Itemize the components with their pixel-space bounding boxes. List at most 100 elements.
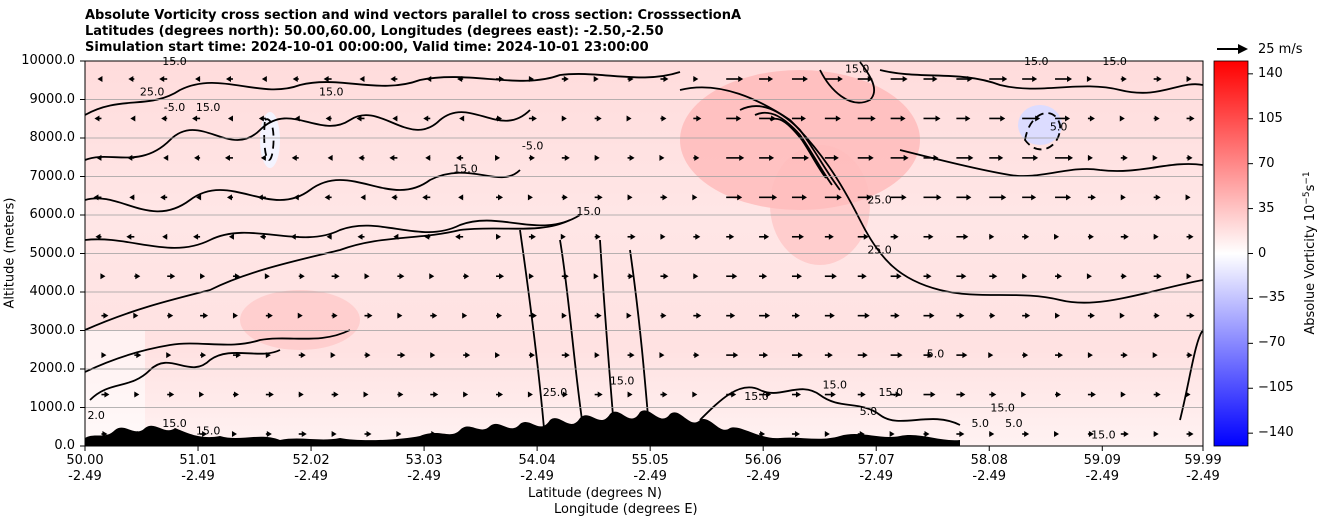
wind-vector xyxy=(923,273,932,280)
wind-vector xyxy=(232,312,238,319)
wind-vector xyxy=(956,273,967,280)
wind-vector xyxy=(594,233,601,240)
x-tick-latitude: 51.01 xyxy=(179,453,217,468)
wind-vector xyxy=(693,352,700,359)
wind-vector xyxy=(989,431,995,437)
y-tick-label: 9000.0 xyxy=(29,91,76,107)
wind-vector xyxy=(1153,431,1159,437)
wind-vector xyxy=(1022,431,1030,437)
x-tick-latitude: 54.04 xyxy=(518,453,556,468)
contour-label: 15.0 xyxy=(610,374,635,387)
wind-vector xyxy=(463,391,469,398)
wind-vector xyxy=(1055,76,1073,82)
wind-vector xyxy=(527,391,533,398)
wind-vector xyxy=(297,312,303,319)
y-tick-label: 3000.0 xyxy=(29,322,76,338)
colorbar xyxy=(1213,60,1249,447)
wind-vector xyxy=(1087,194,1096,201)
wind-vector xyxy=(824,312,835,319)
wind-vector xyxy=(594,194,603,201)
wind-vector xyxy=(660,312,667,319)
wind-vector xyxy=(923,194,942,201)
x-tick-label: 59.09 -2.49 xyxy=(1062,453,1142,485)
wind-vector xyxy=(134,273,141,280)
wind-vector xyxy=(225,76,233,82)
wind-vector xyxy=(390,76,398,82)
wind-vector xyxy=(1086,273,1092,280)
wind-vector xyxy=(232,391,239,398)
wind-vector xyxy=(759,391,772,398)
y-tick-label: 2000.0 xyxy=(29,361,76,376)
wind-vector xyxy=(989,273,998,280)
colorbar-tick-label: −140 xyxy=(1258,425,1294,441)
wind-vector xyxy=(759,273,768,280)
contour-label: 5.0 xyxy=(1050,120,1068,133)
wind-vector xyxy=(627,431,636,437)
wind-vector xyxy=(232,273,240,280)
wind-vector xyxy=(989,312,996,319)
quiver-key-arrow xyxy=(1217,44,1248,54)
wind-vector xyxy=(1120,233,1129,240)
wind-vector xyxy=(824,154,839,161)
chart-title-line-2: Latitudes (degrees north): 50.00,60.00, … xyxy=(85,24,664,39)
wind-vector xyxy=(200,431,208,437)
wind-vector xyxy=(133,312,139,319)
wind-vector xyxy=(194,154,201,161)
wind-vector xyxy=(923,352,933,359)
wind-vector xyxy=(1119,115,1125,122)
wind-vector xyxy=(463,273,470,280)
wind-vector xyxy=(1055,391,1062,398)
wind-vector xyxy=(1153,233,1159,240)
wind-vector xyxy=(857,194,872,201)
wind-vector xyxy=(93,194,102,201)
wind-vector xyxy=(192,115,201,122)
wind-vector xyxy=(1022,115,1041,122)
wind-vector xyxy=(101,312,109,319)
wind-vector xyxy=(496,273,505,280)
wind-vector xyxy=(265,312,273,319)
x-tick-longitude: -2.49 xyxy=(972,469,1007,484)
x-tick-longitude: -2.49 xyxy=(1186,469,1220,484)
wind-vector xyxy=(426,76,432,82)
wind-vector xyxy=(660,194,668,201)
wind-vector xyxy=(1055,115,1071,122)
contour-label: 15.0 xyxy=(162,417,187,430)
wind-vector xyxy=(1186,233,1194,240)
y-tick-label: 8000.0 xyxy=(29,130,76,145)
wind-vector xyxy=(100,273,106,280)
wind-vector xyxy=(1055,154,1074,161)
wind-vector xyxy=(659,154,665,161)
wind-vector xyxy=(956,352,968,359)
wind-vector xyxy=(693,233,701,240)
wind-vector xyxy=(627,76,634,82)
wind-vector xyxy=(956,154,974,161)
wind-vector xyxy=(1022,194,1037,201)
low-vorticity-region xyxy=(85,330,145,446)
contour-line xyxy=(85,219,571,331)
x-tick-latitude: 56.06 xyxy=(744,453,782,468)
wind-vector xyxy=(1153,76,1162,82)
wind-vector xyxy=(1022,273,1028,280)
contour-label: 15.0 xyxy=(1091,428,1116,441)
wind-vector xyxy=(923,115,941,122)
wind-vector xyxy=(561,352,570,359)
wind-vector xyxy=(1087,352,1093,359)
wind-vector xyxy=(1120,76,1127,82)
wind-vector xyxy=(265,431,272,437)
wind-vector xyxy=(989,76,1008,82)
contour-line xyxy=(85,329,351,373)
wind-vector xyxy=(260,154,266,161)
x-tick-longitude: -2.49 xyxy=(1085,469,1120,484)
wind-vector xyxy=(693,312,702,319)
wind-vector xyxy=(627,273,634,280)
wind-vector xyxy=(857,76,873,82)
wind-vector xyxy=(956,233,969,240)
wind-vector xyxy=(528,431,536,437)
wind-vector xyxy=(857,115,876,122)
wind-vector xyxy=(167,431,173,437)
contour-label: 25.0 xyxy=(543,386,568,399)
wind-vector xyxy=(101,391,110,398)
wind-vector xyxy=(759,312,771,319)
wind-vector xyxy=(94,115,102,122)
wind-vector xyxy=(824,233,834,240)
